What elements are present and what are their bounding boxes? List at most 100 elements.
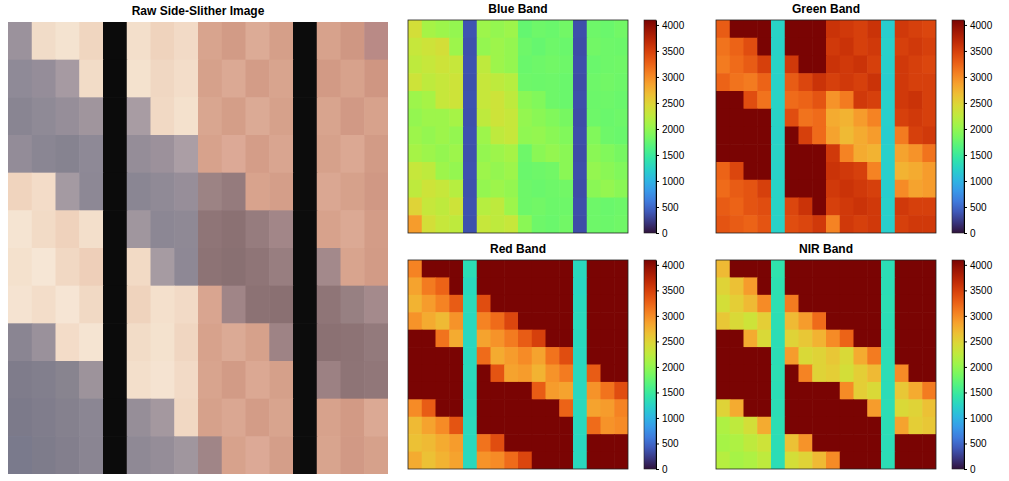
cell xyxy=(546,452,560,469)
pixel xyxy=(246,286,270,324)
cell xyxy=(532,295,546,313)
pixel xyxy=(79,248,103,286)
cell xyxy=(716,452,730,469)
cell xyxy=(785,91,799,109)
cell xyxy=(436,330,450,348)
pixel xyxy=(79,323,103,361)
cell xyxy=(730,277,744,295)
cell xyxy=(826,162,840,180)
cell xyxy=(559,127,573,145)
cell xyxy=(716,20,730,38)
cell xyxy=(463,417,477,435)
cell xyxy=(601,365,615,383)
pixel xyxy=(127,135,151,173)
cell xyxy=(491,127,505,145)
cell xyxy=(601,38,615,56)
cell xyxy=(854,382,868,400)
pixel xyxy=(79,173,103,211)
cell xyxy=(716,330,730,348)
panel-title: Red Band xyxy=(490,242,546,256)
cell xyxy=(518,38,532,56)
cell xyxy=(491,38,505,56)
cell xyxy=(812,295,826,313)
cell xyxy=(573,215,587,233)
pixel xyxy=(246,399,270,437)
cell xyxy=(826,91,840,109)
cell xyxy=(799,330,813,348)
cell xyxy=(422,399,436,417)
pixel xyxy=(246,248,270,286)
cell xyxy=(922,144,936,162)
cell xyxy=(922,365,936,383)
cell xyxy=(559,452,573,469)
cell xyxy=(532,347,546,365)
cell xyxy=(867,20,881,38)
pixel xyxy=(198,361,222,399)
cell xyxy=(854,127,868,145)
cell xyxy=(895,365,909,383)
cell xyxy=(771,260,785,278)
cell xyxy=(799,20,813,38)
cell xyxy=(744,144,758,162)
cell xyxy=(840,38,854,56)
cell xyxy=(771,109,785,127)
cell xyxy=(881,277,895,295)
cell xyxy=(785,382,799,400)
pixel xyxy=(364,323,388,361)
cell xyxy=(449,365,463,383)
pixel xyxy=(293,210,317,248)
pixel xyxy=(198,399,222,437)
colorbar-tick-mark xyxy=(964,233,967,234)
cell xyxy=(716,365,730,383)
cell xyxy=(573,198,587,216)
cell xyxy=(518,144,532,162)
pixel xyxy=(269,173,293,211)
cell xyxy=(532,127,546,145)
colorbar-tick-mark xyxy=(656,51,659,52)
cell xyxy=(922,452,936,469)
cell xyxy=(614,260,628,278)
cell xyxy=(922,347,936,365)
pixel xyxy=(317,60,341,98)
cell xyxy=(881,198,895,216)
cell xyxy=(477,215,491,233)
cell xyxy=(477,91,491,109)
cell xyxy=(826,56,840,74)
colorbar-tick: 2000 xyxy=(964,124,993,135)
cell xyxy=(716,312,730,330)
colorbar-tick: 500 xyxy=(964,438,987,449)
cell xyxy=(408,452,422,469)
colorbar-axis-line xyxy=(656,21,657,234)
cell xyxy=(408,91,422,109)
colorbar-tick: 1500 xyxy=(656,150,685,161)
cell xyxy=(518,295,532,313)
pixel xyxy=(341,286,365,324)
cell xyxy=(601,20,615,38)
cell xyxy=(532,215,546,233)
cell xyxy=(812,20,826,38)
cell xyxy=(587,452,601,469)
cell xyxy=(573,73,587,91)
colorbar-tick: 4000 xyxy=(656,260,685,271)
cell xyxy=(491,73,505,91)
cell xyxy=(840,20,854,38)
cell xyxy=(744,330,758,348)
cell xyxy=(757,144,771,162)
cell xyxy=(909,434,923,452)
cell xyxy=(922,38,936,56)
cell xyxy=(436,73,450,91)
cell xyxy=(909,198,923,216)
cell xyxy=(463,198,477,216)
cell xyxy=(477,38,491,56)
cell xyxy=(799,417,813,435)
colorbar-tick: 1000 xyxy=(656,176,685,187)
pixel xyxy=(341,248,365,286)
cell xyxy=(826,399,840,417)
cell xyxy=(546,20,560,38)
cell xyxy=(867,417,881,435)
cell xyxy=(812,162,826,180)
cell xyxy=(799,73,813,91)
cell xyxy=(867,312,881,330)
cell xyxy=(730,399,744,417)
cell xyxy=(757,127,771,145)
